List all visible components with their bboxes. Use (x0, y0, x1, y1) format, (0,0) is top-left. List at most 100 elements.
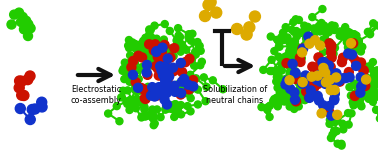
Circle shape (343, 39, 350, 46)
Circle shape (192, 48, 198, 56)
Circle shape (135, 46, 141, 53)
Circle shape (27, 104, 37, 114)
Circle shape (361, 82, 370, 90)
Circle shape (353, 91, 360, 98)
Circle shape (274, 97, 281, 104)
Circle shape (367, 94, 374, 101)
Circle shape (349, 99, 356, 106)
Circle shape (366, 80, 373, 87)
Circle shape (350, 31, 357, 38)
Circle shape (364, 84, 372, 91)
Circle shape (162, 56, 171, 64)
Circle shape (344, 44, 352, 51)
Circle shape (364, 82, 372, 89)
Circle shape (119, 67, 126, 74)
Circle shape (155, 49, 162, 56)
Circle shape (341, 74, 350, 83)
Circle shape (348, 36, 355, 43)
Circle shape (275, 73, 282, 80)
Circle shape (366, 90, 373, 97)
Circle shape (327, 135, 335, 141)
Circle shape (189, 30, 196, 37)
Circle shape (352, 45, 359, 52)
Circle shape (140, 37, 147, 44)
Circle shape (347, 30, 354, 37)
Circle shape (162, 105, 169, 112)
Circle shape (347, 50, 356, 59)
Circle shape (276, 43, 283, 50)
Circle shape (152, 47, 161, 56)
Circle shape (338, 58, 346, 67)
Circle shape (169, 106, 175, 113)
Circle shape (293, 27, 300, 35)
Circle shape (189, 85, 196, 92)
Circle shape (125, 60, 132, 67)
Circle shape (293, 99, 300, 106)
Circle shape (152, 86, 161, 95)
Circle shape (369, 77, 376, 84)
Circle shape (185, 54, 194, 63)
Circle shape (278, 67, 285, 74)
Circle shape (319, 58, 328, 67)
Circle shape (319, 6, 326, 13)
Circle shape (288, 72, 294, 79)
Circle shape (135, 99, 142, 106)
Circle shape (339, 33, 346, 40)
Circle shape (353, 90, 360, 97)
Circle shape (170, 53, 177, 60)
Circle shape (317, 109, 326, 118)
Circle shape (143, 36, 150, 43)
Circle shape (141, 43, 147, 51)
Circle shape (291, 105, 297, 112)
Circle shape (167, 102, 174, 109)
Circle shape (264, 106, 271, 113)
Circle shape (327, 77, 336, 86)
Circle shape (293, 33, 300, 40)
Circle shape (282, 24, 289, 31)
Circle shape (187, 71, 194, 78)
Circle shape (153, 37, 160, 44)
Circle shape (347, 92, 355, 99)
Circle shape (327, 48, 335, 57)
Circle shape (162, 70, 171, 79)
Circle shape (241, 29, 252, 40)
Circle shape (144, 50, 151, 57)
Circle shape (279, 62, 285, 69)
Circle shape (157, 47, 166, 56)
Circle shape (330, 85, 339, 95)
Circle shape (283, 53, 290, 60)
Circle shape (298, 73, 305, 80)
Circle shape (127, 63, 136, 72)
Circle shape (139, 64, 146, 71)
Circle shape (277, 88, 285, 95)
Circle shape (316, 41, 325, 50)
Circle shape (319, 69, 328, 78)
Circle shape (143, 88, 152, 97)
Circle shape (176, 58, 185, 67)
Circle shape (124, 74, 132, 81)
Circle shape (294, 57, 301, 64)
Circle shape (140, 94, 149, 103)
Circle shape (150, 122, 157, 129)
Circle shape (358, 103, 365, 110)
Circle shape (160, 91, 168, 100)
Circle shape (178, 41, 185, 48)
Circle shape (370, 72, 378, 79)
Circle shape (152, 47, 161, 56)
Circle shape (7, 20, 16, 29)
Circle shape (150, 115, 156, 122)
Circle shape (249, 11, 260, 22)
Circle shape (296, 57, 305, 66)
Circle shape (175, 81, 182, 88)
Circle shape (324, 61, 333, 70)
Circle shape (161, 76, 170, 85)
Circle shape (158, 63, 167, 72)
Circle shape (160, 36, 167, 43)
Circle shape (293, 56, 300, 63)
Circle shape (353, 90, 360, 97)
Circle shape (356, 58, 366, 67)
Circle shape (190, 53, 197, 59)
Circle shape (179, 86, 186, 93)
Circle shape (376, 115, 378, 122)
Circle shape (298, 78, 307, 87)
